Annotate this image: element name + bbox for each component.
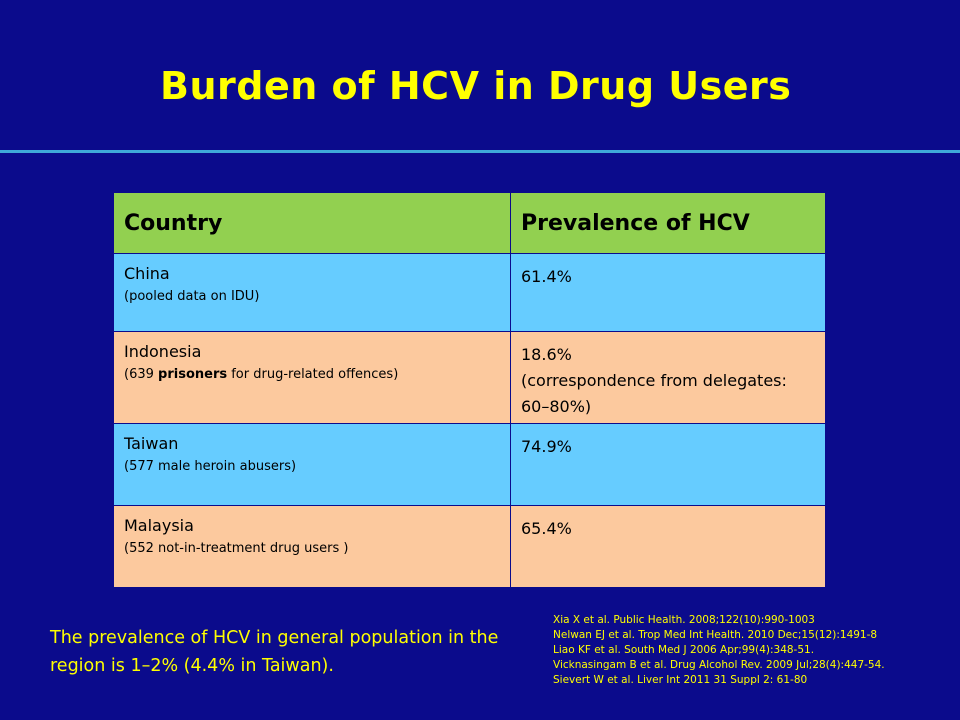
reference-item: Vicknasingam B et al. Drug Alcohol Rev. … (553, 659, 885, 671)
country-note: (639 prisoners for drug-related offences… (124, 367, 500, 382)
note-text: (577 male heroin abusers) (124, 459, 297, 474)
country-cell: China (pooled data on IDU) (113, 253, 511, 332)
header-prevalence: Prevalence of HCV (510, 192, 826, 254)
prevalence-note: (correspondence from delegates: 60–80%) (521, 371, 787, 416)
country-note: (552 not-in-treatment drug users ) (124, 541, 500, 556)
title-divider (0, 150, 960, 153)
country-cell: Malaysia (552 not-in-treatment drug user… (113, 505, 511, 588)
reference-item: Sievert W et al. Liver Int 2011 31 Suppl… (553, 674, 808, 686)
table-header-row: Country Prevalence of HCV (113, 192, 826, 254)
country-note: (577 male heroin abusers) (124, 459, 500, 474)
general-population-note: The prevalence of HCV in general populat… (50, 628, 499, 676)
note-text: (pooled data on IDU) (124, 289, 260, 304)
country-name: Malaysia (124, 516, 194, 535)
reference-item: Nelwan EJ et al. Trop Med Int Health. 20… (553, 629, 878, 641)
note-bold-text: prisoners (158, 367, 228, 382)
table-row: Indonesia (639 prisoners for drug-relate… (113, 331, 826, 424)
country-cell: Taiwan (577 male heroin abusers) (113, 423, 511, 506)
prevalence-value: 18.6% (correspondence from delegates: 60–… (521, 342, 815, 420)
slide-title: Burden of HCV in Drug Users (160, 64, 792, 108)
prevalence-value: 74.9% (521, 437, 572, 456)
prevalence-cell: 18.6% (correspondence from delegates: 60–… (510, 331, 826, 424)
header-country: Country (113, 192, 511, 254)
prevalence-cell: 61.4% (510, 253, 826, 332)
hcv-prevalence-table: Country Prevalence of HCV China (pooled … (113, 192, 826, 588)
prevalence-value: 65.4% (521, 519, 572, 538)
reference-item: Xia X et al. Public Health. 2008;122(10)… (553, 614, 815, 626)
prevalence-value: 61.4% (521, 267, 572, 286)
table-row: China (pooled data on IDU) 61.4% (113, 253, 826, 332)
country-cell: Indonesia (639 prisoners for drug-relate… (113, 331, 511, 424)
country-name: Indonesia (124, 342, 202, 361)
country-name: China (124, 264, 170, 283)
note-text: for drug-related offences) (227, 367, 399, 382)
country-name: Taiwan (124, 434, 179, 453)
prevalence-cell: 74.9% (510, 423, 826, 506)
note-text: (639 (124, 367, 159, 382)
reference-item: Liao KF et al. South Med J 2006 Apr;99(4… (553, 644, 815, 656)
table-row: Malaysia (552 not-in-treatment drug user… (113, 505, 826, 588)
prevalence-number: 18.6% (521, 345, 572, 364)
prevalence-cell: 65.4% (510, 505, 826, 588)
country-note: (pooled data on IDU) (124, 289, 500, 304)
references-list: Xia X et al. Public Health. 2008;122(10)… (553, 613, 885, 688)
note-text: (552 not-in-treatment drug users ) (124, 541, 349, 556)
table-row: Taiwan (577 male heroin abusers) 74.9% (113, 423, 826, 506)
